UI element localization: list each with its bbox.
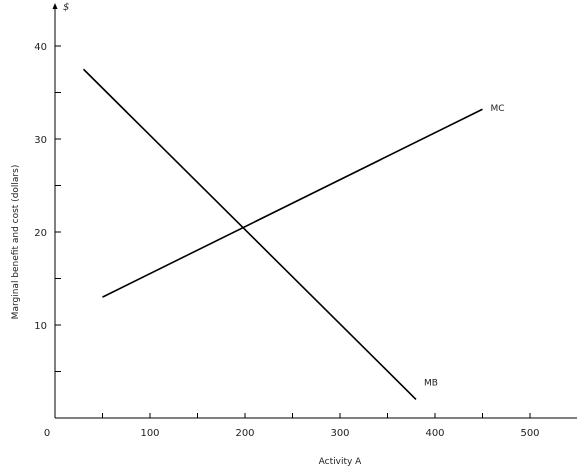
x-axis-title: Activity A [319, 457, 363, 467]
labels: 0 100 200 300 400 500 10 20 30 40 MC MB Activity A Ma… [11, 2, 540, 467]
series-lines [82, 68, 483, 400]
ticks [55, 45, 531, 418]
y-axis-end-label: $ [63, 2, 69, 13]
y-axis-arrowhead [52, 3, 58, 9]
series-line-mb [82, 68, 417, 400]
y-tick-label: 20 [34, 228, 47, 239]
x-tick-label: 500 [520, 428, 539, 439]
series-label-mb: MB [424, 378, 438, 388]
y-tick-label: 40 [34, 42, 47, 53]
x-tick-label: 400 [425, 428, 444, 439]
y-tick-label: 10 [34, 321, 47, 332]
x-tick-label: 0 [44, 428, 50, 439]
y-axis-title: Marginal benefit and cost (dollars) [11, 165, 21, 320]
x-tick-label: 200 [235, 428, 254, 439]
x-tick-label: 100 [140, 428, 159, 439]
series-line-mc [102, 108, 483, 298]
axes [52, 3, 577, 419]
series-label-mc: MC [491, 104, 505, 114]
x-tick-label: 300 [330, 428, 349, 439]
y-tick-label: 30 [34, 135, 47, 146]
